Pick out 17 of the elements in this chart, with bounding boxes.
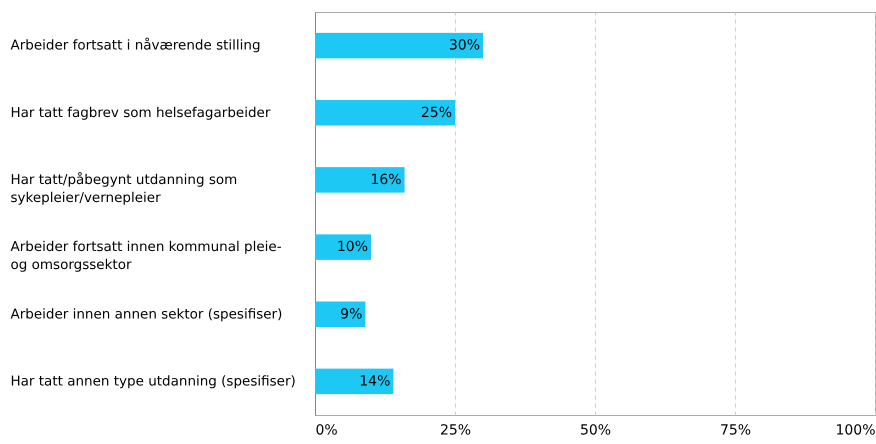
y-tick-label: Arbeider fortsatt innen kommunal pleie- og omsorgssektor — [10, 239, 282, 274]
x-tick-label: 25% — [440, 422, 472, 438]
data-label: 30% — [448, 38, 480, 54]
x-tick-label: 100% — [835, 422, 876, 438]
y-tick-label: Arbeider innen annen sektor (spesifiser) — [10, 306, 282, 322]
data-label: 16% — [370, 172, 402, 188]
y-tick-label: Har tatt fagbrev som helsefagarbeider — [10, 104, 271, 121]
data-label: 14% — [359, 373, 390, 390]
data-label: 10% — [336, 239, 368, 256]
y-tick-label: Arbeider fortsatt i nåværende stilling — [10, 38, 261, 54]
y-tick-label: Har tatt annen type utdanning (spesifiser) — [10, 373, 296, 390]
x-tick-label: 0% — [316, 422, 338, 438]
x-tick-label: 75% — [720, 422, 752, 438]
y-tick-label: Har tatt/påbegynt utdanning som sykepleier/vernepleier — [10, 172, 238, 206]
x-tick-label: 50% — [580, 422, 612, 438]
data-label: 25% — [420, 104, 452, 121]
data-label: 9% — [340, 306, 362, 322]
